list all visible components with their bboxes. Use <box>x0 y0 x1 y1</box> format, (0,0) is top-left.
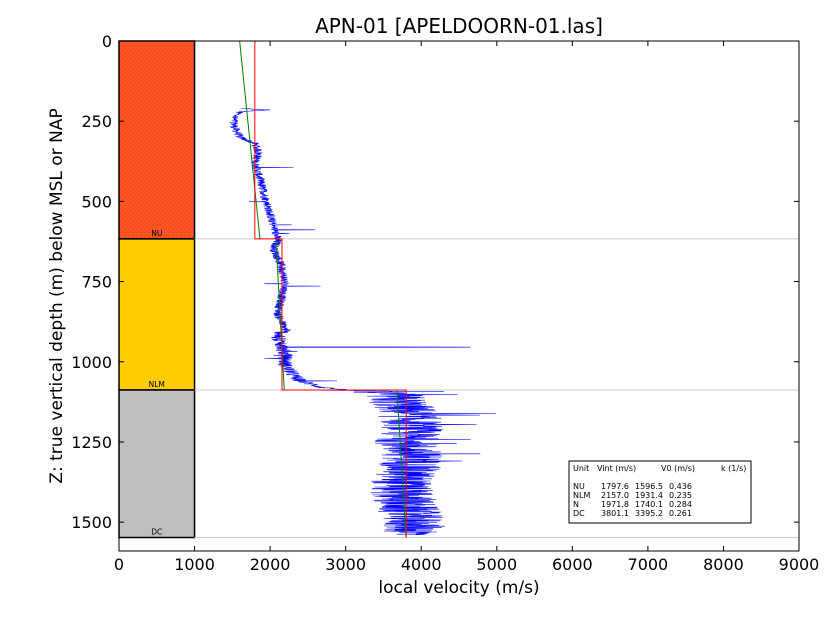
unit-block-nlm <box>118 238 196 391</box>
legend-cell: 1596.5 <box>635 482 663 491</box>
legend-cell: 3801.1 <box>601 509 629 518</box>
x-tick-label: 2000 <box>250 555 291 574</box>
legend-header-cell: Unit <box>573 464 589 473</box>
y-axis-ticks: 0 250 500 750 1000 1250 1500 <box>71 32 799 532</box>
series-velocity-log <box>229 108 497 536</box>
y-tick-label: 250 <box>81 112 112 131</box>
y-tick-label: 750 <box>81 273 112 292</box>
unit-block-dc <box>118 389 196 539</box>
y-tick-label: 1500 <box>71 513 112 532</box>
v0-k-segment-dc <box>396 389 407 538</box>
v0-k-segment-nu <box>239 41 261 239</box>
series-vint <box>254 41 407 538</box>
legend-cell: 2157.0 <box>601 491 629 500</box>
x-tick-label: 7000 <box>628 555 669 574</box>
unit-label-nu: NU <box>151 229 162 238</box>
y-tick-label: 0 <box>102 32 112 51</box>
y-tick-label: 1000 <box>71 353 112 372</box>
legend-cell: 0.235 <box>669 491 692 500</box>
legend-cell: 1931.4 <box>635 491 663 500</box>
legend-cell: 0.436 <box>669 482 692 491</box>
y-axis-label: Z: true vertical depth (m) below MSL or … <box>47 108 67 483</box>
legend-cell: NU <box>573 482 585 491</box>
y-tick-label: 500 <box>81 192 112 211</box>
x-tick-label: 1000 <box>174 555 215 574</box>
series-layer <box>229 41 497 538</box>
legend-cell: N <box>573 500 579 509</box>
x-tick-label: 4000 <box>401 555 442 574</box>
legend-cell: 1740.1 <box>635 500 663 509</box>
plot-frame <box>118 40 800 552</box>
x-axis-label: local velocity (m/s) <box>378 578 539 598</box>
legend: Unit Vint (m/s) V0 (m/s) k (1/s) NU 1797.6 159… <box>568 460 752 524</box>
legend-cell: DC <box>573 509 585 518</box>
stratigraphy-column: NU NLM DC <box>118 40 196 539</box>
legend-cell: 0.284 <box>669 500 692 509</box>
unit-block-nu <box>118 40 196 240</box>
legend-header-cell: k (1/s) <box>721 464 746 473</box>
x-tick-label: 0 <box>114 555 124 574</box>
x-tick-label: 9000 <box>779 555 820 574</box>
x-tick-label: 8000 <box>703 555 744 574</box>
legend-cell: NLM <box>573 491 590 500</box>
legend-cell: 1797.6 <box>601 482 629 491</box>
y-tick-label: 1250 <box>71 433 112 452</box>
legend-header-cell: Vint (m/s) <box>597 464 636 473</box>
legend-cell: 3395.2 <box>635 509 663 518</box>
chart-title: APN-01 [APELDOORN-01.las] <box>315 14 603 38</box>
legend-cell: 1971.8 <box>601 500 629 509</box>
legend-header-cell: V0 (m/s) <box>661 464 695 473</box>
x-tick-label: 5000 <box>476 555 517 574</box>
unit-label-nlm: NLM <box>149 380 165 389</box>
legend-box <box>568 460 752 524</box>
unit-label-dc: DC <box>151 528 162 537</box>
legend-cell: 0.261 <box>669 509 692 518</box>
x-tick-label: 3000 <box>325 555 366 574</box>
x-tick-label: 6000 <box>552 555 593 574</box>
x-axis-ticks: 0 1000 2000 3000 4000 5000 6000 7000 8000 9000 <box>114 41 819 574</box>
v0-k-segment-nlm <box>275 238 285 391</box>
